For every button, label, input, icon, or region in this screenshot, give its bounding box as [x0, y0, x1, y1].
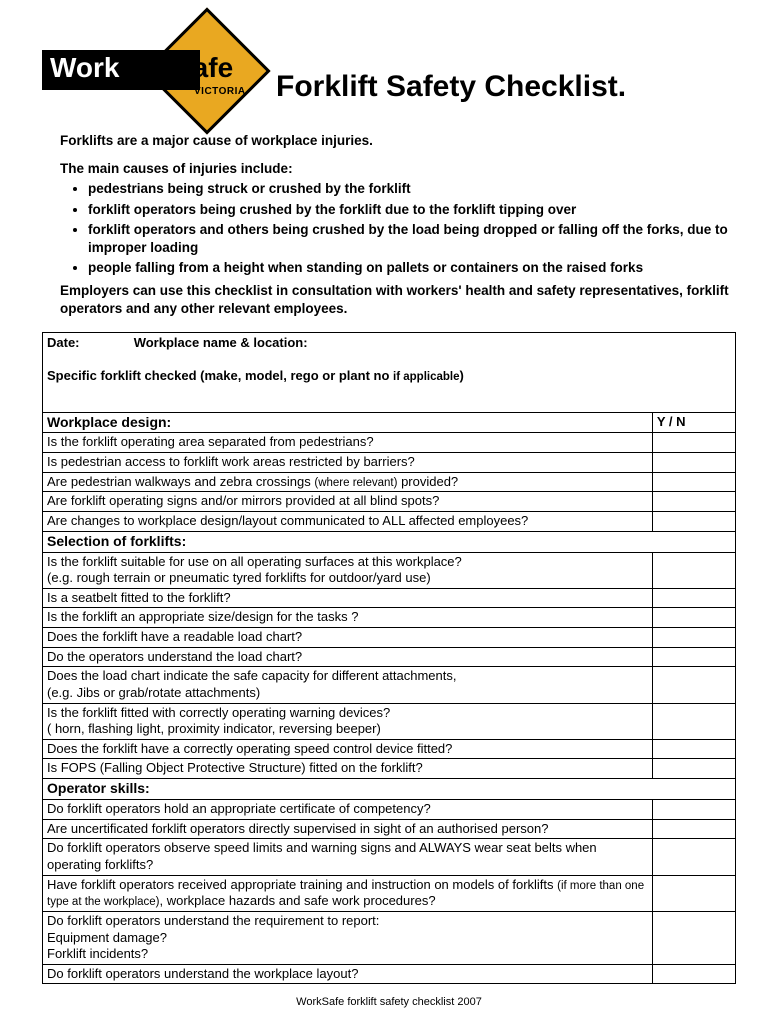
checklist-row: Do the operators understand the load cha…: [43, 647, 736, 667]
yn-cell[interactable]: [652, 492, 735, 512]
intro-lead: Forklifts are a major cause of workplace…: [60, 132, 732, 150]
logo-word-safe: Safe: [174, 52, 233, 84]
intro-cause: people falling from a height when standi…: [88, 259, 732, 277]
question: Is the forklift operating area separated…: [43, 433, 653, 453]
question: Does the forklift have a readable load c…: [43, 628, 653, 648]
workplace-label: Workplace name & location:: [134, 335, 308, 350]
date-label: Date:: [47, 335, 80, 350]
intro-cause: pedestrians being struck or crushed by t…: [88, 180, 732, 198]
checklist-row: Is the forklift suitable for use on all …: [43, 552, 736, 588]
question: Have forklift operators received appropr…: [43, 875, 653, 911]
section-title: Operator skills:: [43, 779, 736, 800]
checklist-row: Have forklift operators received appropr…: [43, 875, 736, 911]
yn-cell[interactable]: [652, 875, 735, 911]
checklist-row: Do forklift operators understand the wor…: [43, 964, 736, 984]
checklist-row: Are pedestrian walkways and zebra crossi…: [43, 472, 736, 492]
checklist-row: Do forklift operators understand the req…: [43, 911, 736, 964]
question: Is the forklift suitable for use on all …: [43, 552, 653, 588]
specific-forklift-pre: Specific forklift checked (make, model, …: [47, 368, 393, 383]
checklist-table: Date: Workplace name & location: Specifi…: [42, 332, 736, 984]
yn-cell[interactable]: [652, 472, 735, 492]
question: Does the load chart indicate the safe ca…: [43, 667, 653, 703]
header-block-row: Date: Workplace name & location: Specifi…: [43, 332, 736, 412]
section-title: Selection of forklifts:: [43, 531, 736, 552]
checklist-row: Do forklift operators observe speed limi…: [43, 839, 736, 875]
logo-word-work: Work: [50, 52, 120, 84]
checklist-row: Is the forklift fitted with correctly op…: [43, 703, 736, 739]
question: Is a seatbelt fitted to the forklift?: [43, 588, 653, 608]
question: Are uncertificated forklift operators di…: [43, 819, 653, 839]
yn-cell[interactable]: [652, 759, 735, 779]
yn-cell[interactable]: [652, 552, 735, 588]
question: Is the forklift fitted with correctly op…: [43, 703, 653, 739]
yn-cell[interactable]: [652, 512, 735, 532]
question: Do forklift operators observe speed limi…: [43, 839, 653, 875]
checklist-row: Does the load chart indicate the safe ca…: [43, 667, 736, 703]
header: Work Safe VICTORIA Forklift Safety Check…: [42, 28, 736, 114]
yn-header: Y / N: [652, 412, 735, 433]
question: Do forklift operators hold an appropriat…: [43, 800, 653, 820]
intro-causes-head: The main causes of injuries include:: [60, 160, 732, 178]
specific-forklift-post: ): [460, 368, 464, 383]
question: Is FOPS (Falling Object Protective Struc…: [43, 759, 653, 779]
section-head-operator-skills: Operator skills:: [43, 779, 736, 800]
yn-cell[interactable]: [652, 819, 735, 839]
checklist-row: Is pedestrian access to forklift work ar…: [43, 453, 736, 473]
checklist-row: Is the forklift operating area separated…: [43, 433, 736, 453]
question: Do forklift operators understand the req…: [43, 911, 653, 964]
checklist-row: Are uncertificated forklift operators di…: [43, 819, 736, 839]
yn-cell[interactable]: [652, 667, 735, 703]
checklist-row: Are changes to workplace design/layout c…: [43, 512, 736, 532]
question: Do forklift operators understand the wor…: [43, 964, 653, 984]
question: Do the operators understand the load cha…: [43, 647, 653, 667]
question: Is the forklift an appropriate size/desi…: [43, 608, 653, 628]
section-head-workplace-design: Workplace design: Y / N: [43, 412, 736, 433]
footer: WorkSafe forklift safety checklist 2007: [42, 996, 736, 1008]
yn-cell[interactable]: [652, 628, 735, 648]
yn-cell[interactable]: [652, 800, 735, 820]
question: Is pedestrian access to forklift work ar…: [43, 453, 653, 473]
checklist-row: Does the forklift have a correctly opera…: [43, 739, 736, 759]
logo-victoria: VICTORIA: [194, 86, 246, 97]
question: Are pedestrian walkways and zebra crossi…: [43, 472, 653, 492]
yn-cell[interactable]: [652, 703, 735, 739]
yn-cell[interactable]: [652, 964, 735, 984]
intro-block: Forklifts are a major cause of workplace…: [60, 132, 732, 318]
yn-cell[interactable]: [652, 739, 735, 759]
intro-causes-list: pedestrians being struck or crushed by t…: [60, 180, 732, 277]
checklist-row: Is a seatbelt fitted to the forklift?: [43, 588, 736, 608]
yn-cell[interactable]: [652, 433, 735, 453]
question: Does the forklift have a correctly opera…: [43, 739, 653, 759]
checklist-row: Is FOPS (Falling Object Protective Struc…: [43, 759, 736, 779]
worksafe-logo: Work Safe VICTORIA: [42, 28, 252, 114]
question: Are forklift operating signs and/or mirr…: [43, 492, 653, 512]
yn-cell[interactable]: [652, 588, 735, 608]
page-title: Forklift Safety Checklist.: [276, 70, 736, 104]
section-head-selection: Selection of forklifts:: [43, 531, 736, 552]
specific-forklift-small: if applicable: [393, 371, 459, 383]
section-title: Workplace design:: [43, 412, 653, 433]
checklist-row: Does the forklift have a readable load c…: [43, 628, 736, 648]
yn-cell[interactable]: [652, 911, 735, 964]
intro-cause: forklift operators being crushed by the …: [88, 201, 732, 219]
intro-cause: forklift operators and others being crus…: [88, 221, 732, 257]
checklist-row: Is the forklift an appropriate size/desi…: [43, 608, 736, 628]
yn-cell[interactable]: [652, 839, 735, 875]
yn-cell[interactable]: [652, 608, 735, 628]
question: Are changes to workplace design/layout c…: [43, 512, 653, 532]
checklist-row: Are forklift operating signs and/or mirr…: [43, 492, 736, 512]
intro-outro: Employers can use this checklist in cons…: [60, 282, 732, 318]
yn-cell[interactable]: [652, 453, 735, 473]
checklist-row: Do forklift operators hold an appropriat…: [43, 800, 736, 820]
yn-cell[interactable]: [652, 647, 735, 667]
